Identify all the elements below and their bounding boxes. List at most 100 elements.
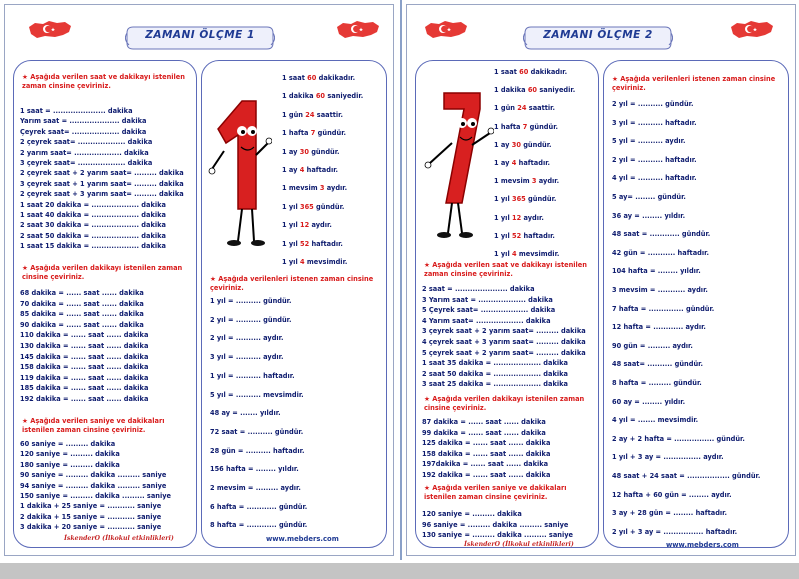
exercise-line: 130 dakika = ...... saat ...... dakika: [20, 342, 149, 350]
section-heading: ★ Aşağıda verilen dakikayı istenilen zam…: [424, 395, 585, 412]
exercise-panel-left: 1 saat 60 dakikadır. 1 dakika 60 saniyedi…: [415, 60, 599, 548]
exercise-line: 3 yıl = .......... haftadır.: [612, 118, 697, 127]
exercise-line: 120 saniye = ......... dakika: [422, 510, 522, 518]
fact-text: aydır.: [536, 177, 560, 186]
turkish-flag-map-icon: [729, 15, 775, 45]
exercise-line: 7 hafta = .............. gündür.: [612, 304, 715, 313]
exercise-line: 3 çeyrek saat= ................... dakik…: [20, 159, 153, 167]
exercise-line: 72 saat = .......... gündür.: [210, 427, 304, 436]
time-fact: 1 dakika 60 saniyedir.: [494, 87, 575, 94]
exercise-line: 1 saat 35 dakika = ................... d…: [422, 359, 568, 368]
exercise-line: 3 çeyrek saat + 2 yarım saat= ......... …: [422, 327, 586, 336]
exercise-line: 192 dakika = ...... saat ...... dakika: [422, 471, 551, 479]
time-fact: 1 yıl 4 mevsimdir.: [494, 251, 559, 258]
author-credit: İskenderO (İlkokul etkinlikleri): [64, 535, 174, 542]
fact-text: 1 yıl: [282, 239, 300, 248]
exercise-line: 6 hafta = ............ gündür.: [210, 502, 308, 511]
fact-text: 1 yıl: [494, 213, 512, 222]
fact-number: 4: [299, 166, 305, 174]
exercise-line: 2 saat 50 dakika = ................... d…: [20, 231, 166, 240]
exercise-line: 104 hafta = ........ yıldır.: [612, 267, 701, 276]
exercise-line: 197dakika = ...... saat ...... dakika: [422, 460, 549, 469]
exercise-line: 5 Çeyrek saat= ................... dakik…: [422, 306, 556, 315]
fact-text: saattir.: [526, 104, 555, 113]
fact-text: saniyedir.: [325, 92, 364, 101]
fact-text: 1 yıl: [282, 258, 300, 266]
fact-number: 3: [531, 177, 537, 186]
exercise-panel-left: ★ Aşağıda verilen saat ve dakikayı isten…: [13, 60, 197, 548]
fact-number: 7: [522, 122, 528, 131]
fact-text: 1 yıl: [282, 202, 300, 211]
exercise-line: 2 yıl + 3 ay = ................ haftadır…: [612, 527, 738, 536]
fact-text: 1 hafta: [282, 129, 311, 138]
time-fact: 1 gün 24 saattir.: [282, 110, 343, 119]
number-seven-mascot-icon: [422, 83, 495, 243]
exercise-line: 2 mevsim = ......... aydır.: [210, 484, 301, 492]
time-fact: 1 yıl 12 aydır.: [282, 222, 332, 229]
fact-number: 60: [315, 92, 326, 101]
fact-text: 1 yıl: [494, 231, 512, 240]
exercise-line: 48 saat = ............ gündür.: [612, 230, 711, 239]
fact-text: saniyedir.: [537, 86, 576, 95]
time-fact: 1 ay 30 gündür.: [494, 141, 552, 149]
fact-text: 1 ay: [494, 159, 512, 167]
exercise-line: 2 ay + 2 hafta = ................ gündür…: [612, 434, 745, 443]
title-scroll-banner: ZAMANI ÖLÇME 1: [125, 23, 275, 51]
fact-number: 30: [299, 147, 309, 156]
time-fact: 1 yıl 365 gündür.: [494, 196, 556, 203]
time-fact: 1 mevsim 3 aydır.: [282, 185, 347, 192]
fact-text: 1 saat: [494, 68, 520, 76]
exercise-line: 3 mevsim = ........... aydır.: [612, 286, 708, 294]
fact-text: dakikadır.: [316, 74, 356, 82]
time-fact: 1 yıl 52 haftadır.: [494, 231, 555, 240]
exercise-line: 2 yıl = .......... haftadır.: [612, 155, 697, 164]
fact-text: 1 hafta: [494, 122, 523, 131]
fact-text: mevsimdir.: [516, 250, 560, 258]
exercise-line: 145 dakika = ...... saat ...... dakika: [20, 352, 149, 361]
fact-text: gündür.: [525, 195, 557, 204]
section-heading: ★ Aşağıda verilenleri istenen zaman cins…: [612, 75, 776, 92]
time-fact: 1 hafta 7 gündür.: [282, 130, 346, 137]
website-credit: www.mebders.com: [266, 535, 339, 543]
page-title: ZAMANI ÖLÇME 1: [145, 29, 255, 41]
turkish-flag-map-icon: [335, 15, 381, 45]
fact-number: 24: [517, 104, 527, 113]
time-fact: 1 saat 60 dakikadır.: [282, 75, 355, 82]
title-scroll-banner: ZAMANI ÖLÇME 2: [523, 23, 673, 51]
exercise-line: 1 saat = ..................... dakika: [20, 107, 133, 115]
fact-number: 4: [511, 159, 517, 167]
fact-text: 1 gün: [282, 110, 306, 119]
exercise-line: 2 çeyrek saat + 2 yarım saat= ......... …: [20, 169, 184, 178]
fact-text: 1 yıl: [494, 195, 512, 204]
time-fact: 1 yıl 52 haftadır.: [282, 239, 343, 248]
exercise-line: 150 saniye = ......... dakika ......... …: [20, 492, 171, 500]
exercise-line: 130 saniye = ......... dakika ......... …: [422, 531, 573, 540]
fact-text: 1 dakika: [282, 92, 316, 101]
exercise-line: 90 saniye = ......... dakika ......... s…: [20, 471, 167, 480]
exercise-panel-right: 1 saat 60 dakikadır. 1 dakika 60 saniyedi…: [201, 60, 387, 548]
exercise-line: 4 yıl = .......... haftadır.: [612, 174, 697, 183]
fact-text: mevsimdir.: [304, 258, 348, 266]
fact-text: 1 gün: [494, 104, 518, 113]
exercise-line: 1 saat 15 dakika = ................... d…: [20, 242, 166, 251]
exercise-line: 48 ay = ....... yıldır.: [210, 409, 281, 418]
fact-text: aydır.: [309, 221, 332, 230]
fact-number: 365: [512, 195, 526, 204]
fact-text: haftadır.: [309, 239, 343, 248]
time-fact: 1 yıl 12 aydır.: [494, 213, 544, 222]
exercise-line: 2 çeyrek saat + 3 yarım saat= ......... …: [20, 190, 184, 199]
exercise-line: 158 dakika = ...... saat ...... dakika: [20, 363, 149, 372]
fact-number: 12: [300, 221, 310, 230]
fact-number: 24: [305, 110, 315, 119]
fact-text: gündür.: [527, 122, 559, 131]
exercise-line: 180 saniye = ......... dakika: [20, 460, 120, 469]
exercise-line: 36 ay = ........ yıldır.: [612, 211, 686, 220]
exercise-line: 3 dakika + 20 saniye = ........... saniy…: [20, 523, 162, 532]
exercise-line: 4 çeyrek saat + 3 yarım saat= ......... …: [422, 338, 586, 346]
exercise-line: 99 dakika = ...... saat ...... dakika: [422, 428, 546, 437]
exercise-line: 2 dakika + 15 saniye = ........... saniy…: [20, 512, 162, 521]
fact-text: 1 ay: [282, 147, 300, 156]
fact-text: haftadır.: [521, 231, 555, 240]
exercise-line: 3 çeyrek saat + 1 yarım saat= ......... …: [20, 179, 184, 188]
exercise-line: 2 çeyrek saat= ................... dakik…: [20, 138, 153, 147]
